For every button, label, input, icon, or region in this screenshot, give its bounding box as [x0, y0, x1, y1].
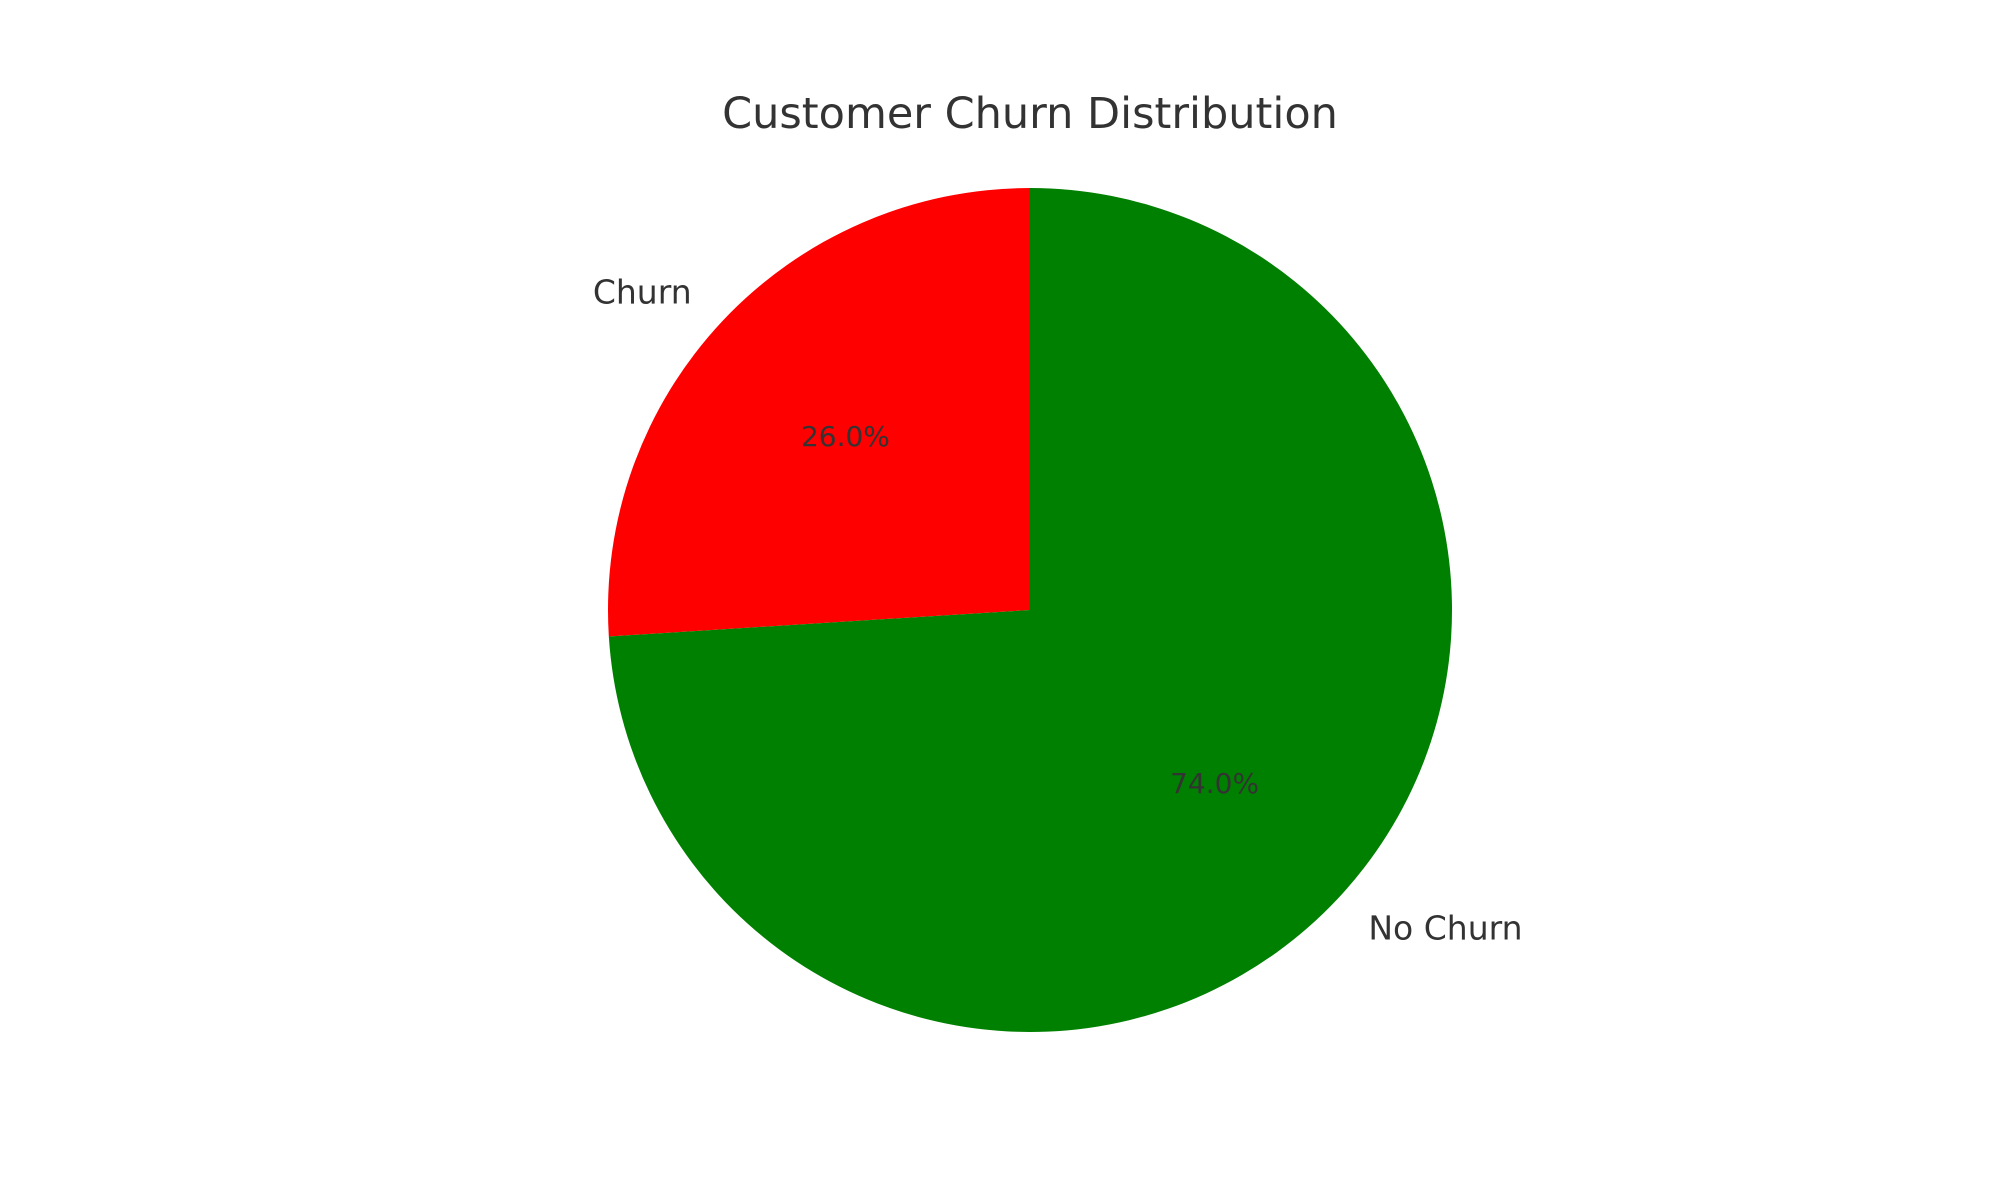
- pie-slices: [608, 187, 1452, 1032]
- slice-label-no-churn: No Churn: [1368, 908, 1522, 947]
- chart-title: Customer Churn Distribution: [722, 89, 1338, 139]
- percent-label-churn: 26.0%: [801, 420, 890, 453]
- slice-label-churn: Churn: [593, 273, 692, 312]
- pie-slice-churn: [608, 187, 1030, 637]
- percent-label-no-churn: 74.0%: [1170, 767, 1259, 800]
- pie-slice-no-churn: [608, 188, 1452, 1032]
- pie-labels: Churn 26.0% No Churn 74.0%: [593, 273, 1523, 948]
